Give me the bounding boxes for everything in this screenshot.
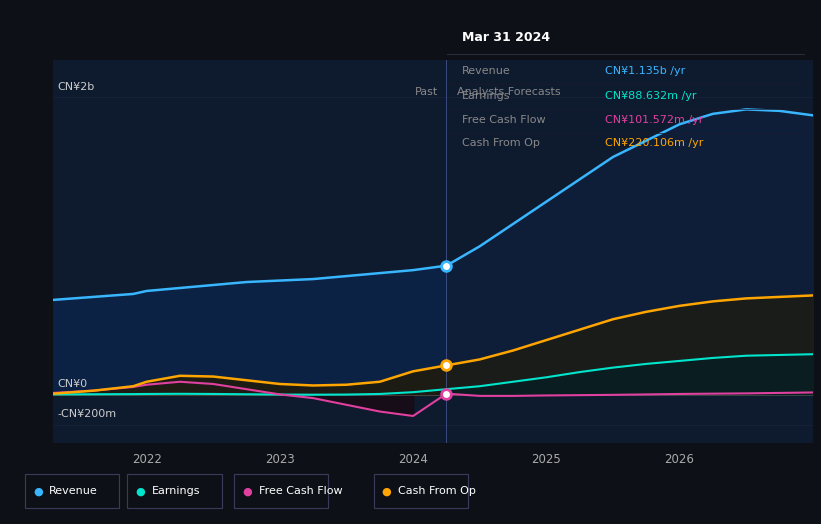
Text: ●: ● — [242, 486, 252, 496]
Text: ●: ● — [135, 486, 145, 496]
Text: CN¥1.135b /yr: CN¥1.135b /yr — [604, 66, 685, 76]
Text: Analysts Forecasts: Analysts Forecasts — [457, 87, 561, 97]
Text: Earnings: Earnings — [461, 91, 510, 101]
Text: CN¥0: CN¥0 — [57, 379, 88, 389]
Text: Past: Past — [415, 87, 438, 97]
Text: Revenue: Revenue — [49, 486, 98, 496]
Text: Free Cash Flow: Free Cash Flow — [259, 486, 342, 496]
Text: Revenue: Revenue — [461, 66, 511, 76]
Text: Cash From Op: Cash From Op — [398, 486, 476, 496]
Text: CN¥220.106m /yr: CN¥220.106m /yr — [604, 138, 703, 148]
Text: CN¥2b: CN¥2b — [57, 82, 94, 92]
Text: CN¥88.632m /yr: CN¥88.632m /yr — [604, 91, 696, 101]
Text: -CN¥200m: -CN¥200m — [57, 409, 117, 419]
Text: Free Cash Flow: Free Cash Flow — [461, 115, 545, 125]
Text: ●: ● — [382, 486, 392, 496]
Text: Earnings: Earnings — [152, 486, 200, 496]
Text: Mar 31 2024: Mar 31 2024 — [461, 31, 550, 45]
Text: ●: ● — [33, 486, 43, 496]
Text: CN¥101.572m /yr: CN¥101.572m /yr — [604, 115, 703, 125]
Text: Cash From Op: Cash From Op — [461, 138, 539, 148]
